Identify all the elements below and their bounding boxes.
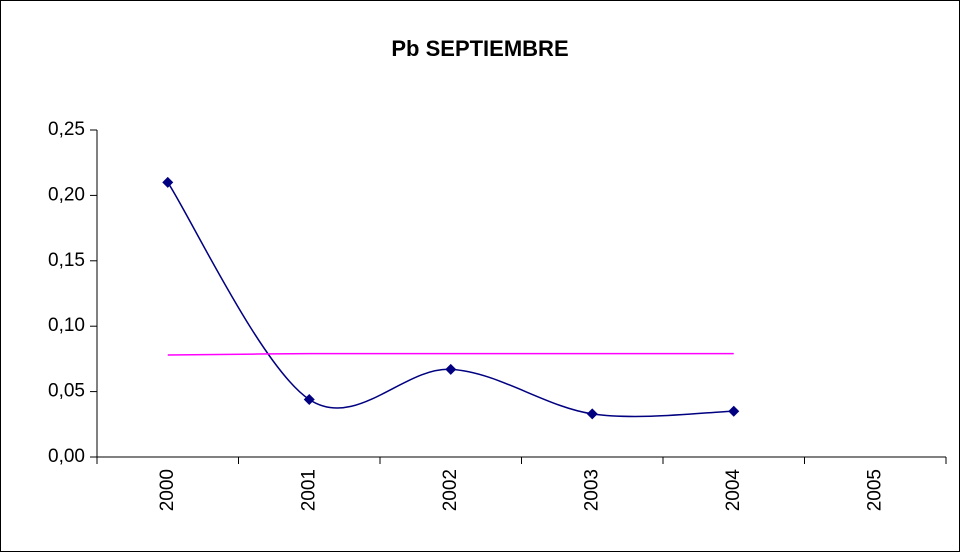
chart-title: Pb SEPTIEMBRE (391, 36, 568, 61)
x-tick-label: 2001 (298, 469, 319, 511)
x-tick-label: 2004 (723, 469, 744, 512)
data-point (445, 363, 457, 375)
data-point (162, 176, 174, 188)
data-point (586, 408, 598, 420)
y-tick-label: 0,10 (48, 315, 85, 336)
data-point (728, 405, 740, 417)
data-point (303, 393, 315, 405)
x-tick-label: 2000 (157, 469, 178, 511)
y-tick-label: 0,25 (48, 119, 85, 140)
y-tick-label: 0,20 (48, 184, 85, 205)
y-tick-label: 0,05 (48, 381, 85, 402)
series-line (167, 352, 734, 356)
x-tick-label: 2005 (864, 469, 885, 511)
x-tick-label: 2003 (581, 469, 602, 511)
y-tick-label: 0,15 (48, 250, 85, 271)
series-line (167, 181, 734, 418)
y-tick-label: 0,00 (48, 446, 85, 467)
x-tick-label: 2002 (440, 469, 461, 511)
